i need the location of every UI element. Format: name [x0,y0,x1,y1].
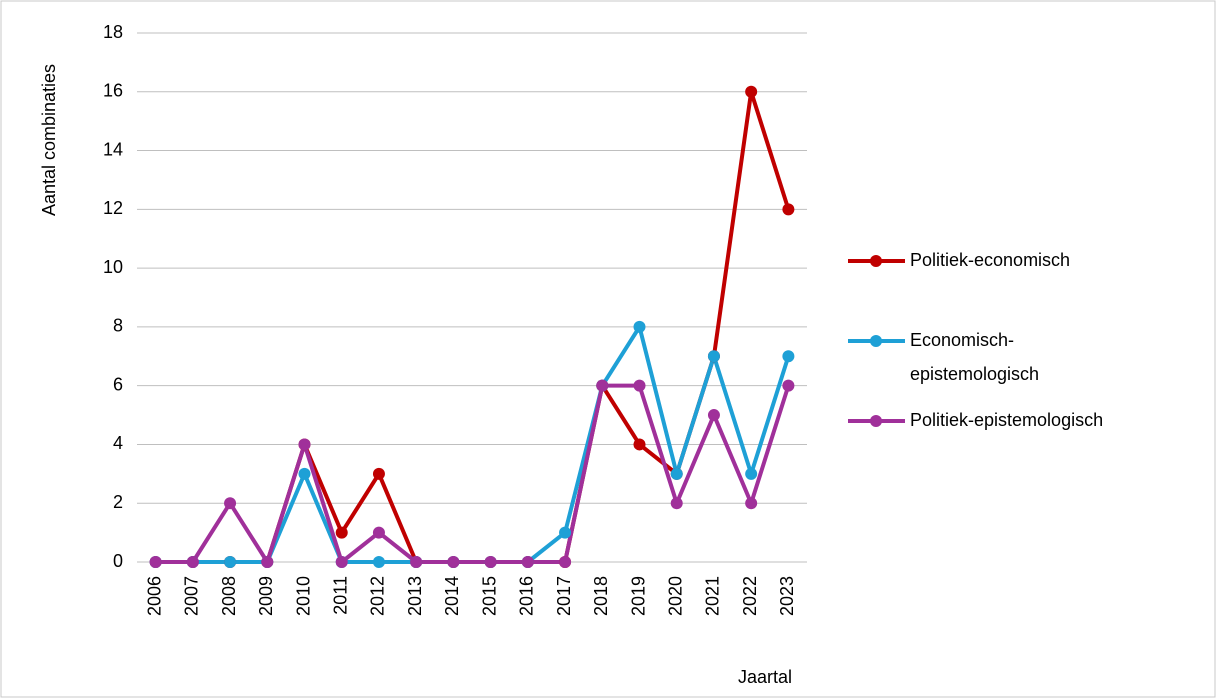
x-axis-title: Jaartal [738,667,792,687]
x-tick-label: 2020 [665,576,685,616]
x-tick-label: 2006 [144,576,164,616]
x-tick-label: 2014 [442,576,462,616]
data-point [745,497,758,510]
legend-label: Politiek-economisch [910,250,1070,270]
data-point [335,526,348,539]
data-point [261,556,274,568]
data-point [186,556,199,568]
data-point [410,556,423,568]
x-tick-label: 2017 [554,576,574,616]
data-point [484,556,497,568]
data-point [782,379,795,392]
legend-label-line: Economisch- [910,330,1014,350]
legend-label: Economisch-epistemologisch [910,330,1039,384]
data-point [521,556,534,568]
x-tick-label: 2018 [591,576,611,616]
data-point [224,556,237,568]
x-tick-label: 2016 [517,576,537,616]
data-point [782,203,795,216]
data-point [559,556,572,568]
x-tick-label: 2012 [368,576,388,616]
data-point [149,556,162,568]
data-point [372,467,385,480]
y-tick-label: 10 [103,257,123,277]
y-tick-label: 18 [103,22,123,42]
legend-marker [870,255,882,267]
data-point [670,497,683,510]
y-tick-label: 16 [103,81,123,101]
data-point [745,467,758,480]
y-tick-label: 12 [103,198,123,218]
data-point [298,467,311,480]
data-point [633,438,646,451]
x-tick-label: 2009 [256,576,276,616]
data-point [335,556,348,568]
series-line [155,383,791,564]
x-tick-label: 2015 [479,576,499,616]
data-point [447,556,460,568]
legend-marker [870,335,882,347]
y-tick-label: 0 [113,551,123,571]
y-tick-label: 14 [103,139,123,159]
data-point [707,409,720,422]
data-point [559,526,572,539]
x-tick-label: 2013 [405,576,425,616]
y-tick-label: 6 [113,374,123,394]
data-point [224,497,237,510]
data-point [596,379,609,392]
x-tick-label: 2023 [777,576,797,616]
data-point [633,320,646,333]
legend-label-line: epistemologisch [910,364,1039,384]
y-tick-label: 2 [113,492,123,512]
y-axis-title: Aantal combinaties [39,64,59,216]
x-tick-label: 2007 [182,576,202,616]
x-tick-label: 2008 [219,576,239,616]
y-tick-label: 8 [113,316,123,336]
data-point [633,379,646,392]
legend-marker [870,415,882,427]
x-tick-label: 2022 [740,576,760,616]
x-tick-label: 2011 [330,576,350,615]
data-point [745,85,758,98]
data-point [372,556,385,568]
data-point [372,526,385,539]
legend-label: Politiek-epistemologisch [910,410,1103,430]
data-point [670,467,683,480]
x-tick-label: 2021 [703,576,723,616]
data-point [782,350,795,363]
x-tick-label: 2019 [628,576,648,616]
data-point [707,350,720,363]
x-tick-label: 2010 [293,576,313,616]
data-point [298,438,311,451]
y-tick-label: 4 [113,433,123,453]
